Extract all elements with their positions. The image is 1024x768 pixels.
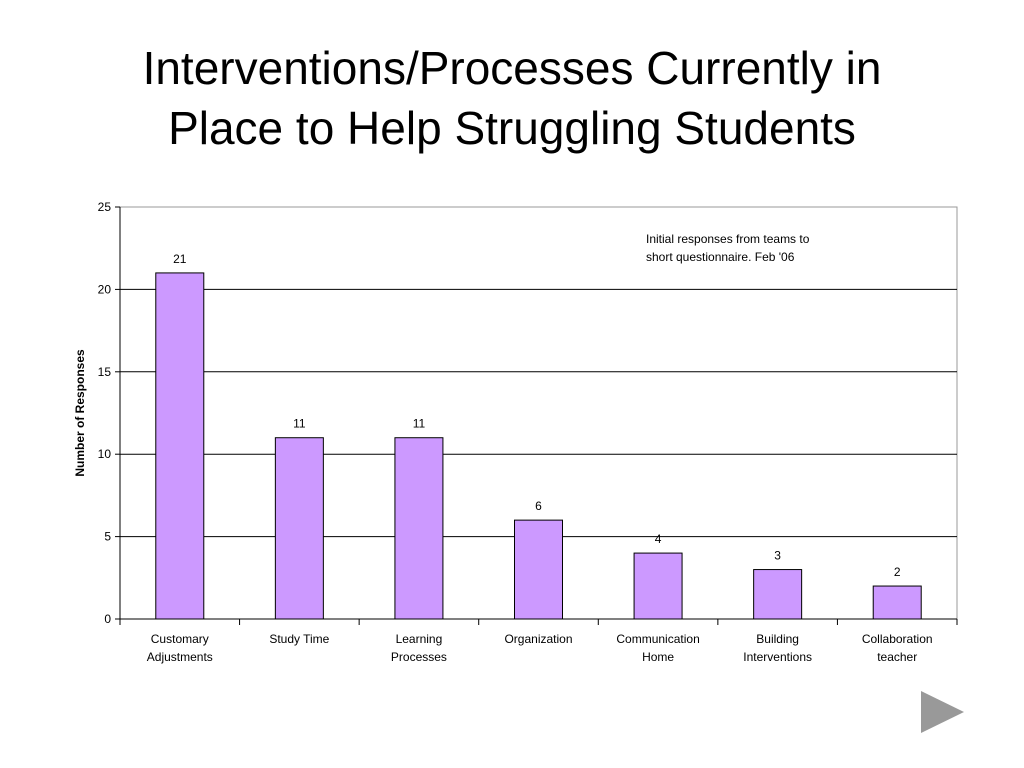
chart-annotation: short questionnaire. Feb '06 (646, 250, 795, 264)
bar (633, 552, 683, 620)
bar (753, 569, 803, 620)
next-slide-button[interactable] (918, 688, 966, 736)
y-tick-label: 25 (98, 200, 112, 214)
y-tick-label: 5 (104, 530, 111, 544)
y-tick-label: 0 (104, 612, 111, 626)
y-tick-label: 20 (98, 282, 112, 296)
y-tick-label: 15 (98, 365, 112, 379)
slide-title: Interventions/Processes Currently in Pla… (0, 38, 1024, 158)
y-axis-label: Number of Responses (73, 349, 87, 477)
x-tick-label: Collaboration (862, 632, 933, 646)
data-label: 21 (173, 252, 187, 266)
x-tick-label: Home (642, 650, 674, 664)
slide-title-line-2: Place to Help Struggling Students (168, 102, 856, 154)
bar (155, 272, 205, 620)
x-tick-label: Communication (616, 632, 699, 646)
chart-annotation: Initial responses from teams to (646, 232, 810, 246)
bar (514, 519, 563, 620)
data-label: 2 (894, 565, 901, 579)
x-tick-label: Organization (504, 632, 572, 646)
bar (274, 437, 324, 620)
bar (872, 585, 922, 620)
x-tick-label: Customary (151, 632, 209, 646)
bar (394, 437, 444, 620)
y-tick-label: 10 (98, 447, 112, 461)
x-tick-label: teacher (877, 650, 917, 664)
data-label: 11 (413, 417, 426, 431)
slide-title-line-1: Interventions/Processes Currently in (142, 42, 882, 94)
x-tick-label: Study Time (269, 632, 329, 646)
data-label: 11 (293, 417, 306, 431)
data-label: 3 (774, 549, 781, 563)
data-label: 6 (535, 499, 542, 513)
x-tick-label: Building (756, 632, 799, 646)
x-tick-label: Learning (396, 632, 443, 646)
x-tick-label: Adjustments (147, 650, 213, 664)
data-label: 4 (655, 532, 662, 546)
x-tick-label: Processes (391, 650, 447, 664)
x-tick-label: Interventions (743, 650, 812, 664)
play-triangle-icon (921, 691, 964, 733)
